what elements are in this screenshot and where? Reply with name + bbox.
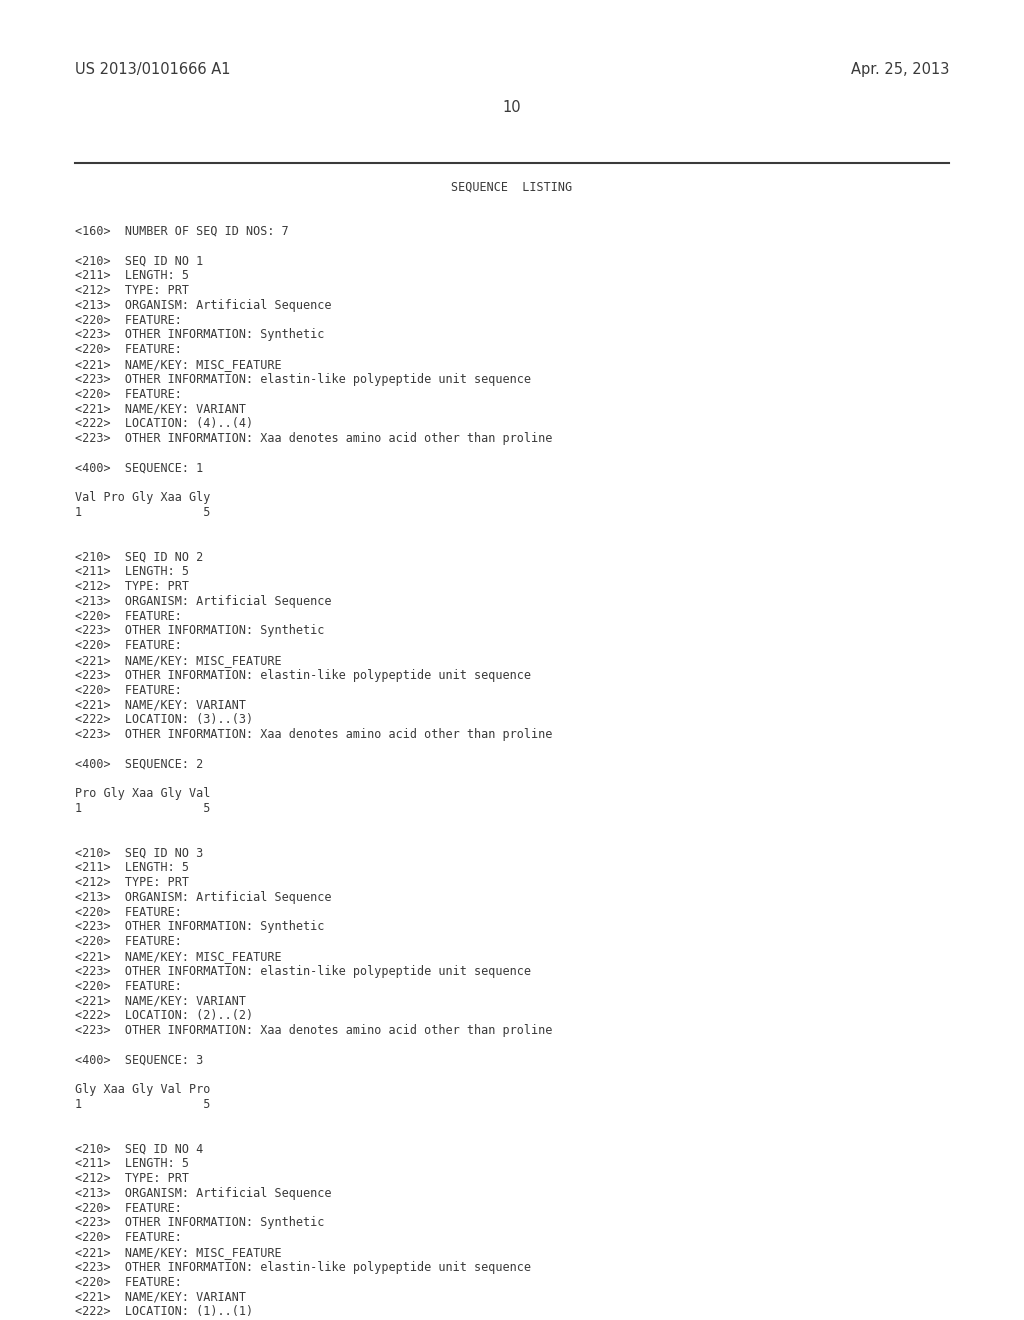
Text: <223>  OTHER INFORMATION: Xaa denotes amino acid other than proline: <223> OTHER INFORMATION: Xaa denotes ami… [75, 432, 552, 445]
Text: <220>  FEATURE:: <220> FEATURE: [75, 610, 182, 623]
Text: <400>  SEQUENCE: 2: <400> SEQUENCE: 2 [75, 758, 203, 771]
Text: <210>  SEQ ID NO 3: <210> SEQ ID NO 3 [75, 846, 203, 859]
Text: <223>  OTHER INFORMATION: elastin-like polypeptide unit sequence: <223> OTHER INFORMATION: elastin-like po… [75, 669, 531, 682]
Text: <211>  LENGTH: 5: <211> LENGTH: 5 [75, 861, 189, 874]
Text: <400>  SEQUENCE: 1: <400> SEQUENCE: 1 [75, 462, 203, 475]
Text: <221>  NAME/KEY: MISC_FEATURE: <221> NAME/KEY: MISC_FEATURE [75, 1246, 282, 1259]
Text: <210>  SEQ ID NO 2: <210> SEQ ID NO 2 [75, 550, 203, 564]
Text: <221>  NAME/KEY: VARIANT: <221> NAME/KEY: VARIANT [75, 994, 246, 1007]
Text: <220>  FEATURE:: <220> FEATURE: [75, 388, 182, 400]
Text: <222>  LOCATION: (3)..(3): <222> LOCATION: (3)..(3) [75, 713, 253, 726]
Text: <220>  FEATURE:: <220> FEATURE: [75, 1201, 182, 1214]
Text: <400>  SEQUENCE: 3: <400> SEQUENCE: 3 [75, 1053, 203, 1067]
Text: <223>  OTHER INFORMATION: Xaa denotes amino acid other than proline: <223> OTHER INFORMATION: Xaa denotes ami… [75, 1024, 552, 1038]
Text: <221>  NAME/KEY: MISC_FEATURE: <221> NAME/KEY: MISC_FEATURE [75, 358, 282, 371]
Text: <220>  FEATURE:: <220> FEATURE: [75, 979, 182, 993]
Text: <223>  OTHER INFORMATION: Synthetic: <223> OTHER INFORMATION: Synthetic [75, 624, 325, 638]
Text: <220>  FEATURE:: <220> FEATURE: [75, 1232, 182, 1245]
Text: <213>  ORGANISM: Artificial Sequence: <213> ORGANISM: Artificial Sequence [75, 1187, 332, 1200]
Text: 1                 5: 1 5 [75, 506, 210, 519]
Text: <213>  ORGANISM: Artificial Sequence: <213> ORGANISM: Artificial Sequence [75, 595, 332, 607]
Text: <220>  FEATURE:: <220> FEATURE: [75, 343, 182, 356]
Text: <212>  TYPE: PRT: <212> TYPE: PRT [75, 1172, 189, 1185]
Text: <212>  TYPE: PRT: <212> TYPE: PRT [75, 876, 189, 888]
Text: <220>  FEATURE:: <220> FEATURE: [75, 1275, 182, 1288]
Text: <222>  LOCATION: (4)..(4): <222> LOCATION: (4)..(4) [75, 417, 253, 430]
Text: <210>  SEQ ID NO 1: <210> SEQ ID NO 1 [75, 255, 203, 268]
Text: <220>  FEATURE:: <220> FEATURE: [75, 935, 182, 948]
Text: <220>  FEATURE:: <220> FEATURE: [75, 906, 182, 919]
Text: Apr. 25, 2013: Apr. 25, 2013 [851, 62, 949, 77]
Text: <221>  NAME/KEY: VARIANT: <221> NAME/KEY: VARIANT [75, 403, 246, 416]
Text: Val Pro Gly Xaa Gly: Val Pro Gly Xaa Gly [75, 491, 210, 504]
Text: 10: 10 [503, 100, 521, 115]
Text: <221>  NAME/KEY: MISC_FEATURE: <221> NAME/KEY: MISC_FEATURE [75, 653, 282, 667]
Text: <223>  OTHER INFORMATION: elastin-like polypeptide unit sequence: <223> OTHER INFORMATION: elastin-like po… [75, 965, 531, 978]
Text: <210>  SEQ ID NO 4: <210> SEQ ID NO 4 [75, 1142, 203, 1155]
Text: <212>  TYPE: PRT: <212> TYPE: PRT [75, 284, 189, 297]
Text: 1                 5: 1 5 [75, 803, 210, 814]
Text: <211>  LENGTH: 5: <211> LENGTH: 5 [75, 565, 189, 578]
Text: <211>  LENGTH: 5: <211> LENGTH: 5 [75, 1158, 189, 1171]
Text: <220>  FEATURE:: <220> FEATURE: [75, 684, 182, 697]
Text: <223>  OTHER INFORMATION: Synthetic: <223> OTHER INFORMATION: Synthetic [75, 1217, 325, 1229]
Text: <223>  OTHER INFORMATION: Xaa denotes amino acid other than proline: <223> OTHER INFORMATION: Xaa denotes ami… [75, 729, 552, 741]
Text: Pro Gly Xaa Gly Val: Pro Gly Xaa Gly Val [75, 787, 210, 800]
Text: US 2013/0101666 A1: US 2013/0101666 A1 [75, 62, 230, 77]
Text: <223>  OTHER INFORMATION: elastin-like polypeptide unit sequence: <223> OTHER INFORMATION: elastin-like po… [75, 372, 531, 385]
Text: <223>  OTHER INFORMATION: elastin-like polypeptide unit sequence: <223> OTHER INFORMATION: elastin-like po… [75, 1261, 531, 1274]
Text: <213>  ORGANISM: Artificial Sequence: <213> ORGANISM: Artificial Sequence [75, 891, 332, 904]
Text: <220>  FEATURE:: <220> FEATURE: [75, 639, 182, 652]
Text: Gly Xaa Gly Val Pro: Gly Xaa Gly Val Pro [75, 1084, 210, 1096]
Text: <222>  LOCATION: (2)..(2): <222> LOCATION: (2)..(2) [75, 1010, 253, 1022]
Text: <221>  NAME/KEY: VARIANT: <221> NAME/KEY: VARIANT [75, 698, 246, 711]
Text: <213>  ORGANISM: Artificial Sequence: <213> ORGANISM: Artificial Sequence [75, 298, 332, 312]
Text: <220>  FEATURE:: <220> FEATURE: [75, 314, 182, 326]
Text: SEQUENCE  LISTING: SEQUENCE LISTING [452, 181, 572, 194]
Text: <211>  LENGTH: 5: <211> LENGTH: 5 [75, 269, 189, 282]
Text: <160>  NUMBER OF SEQ ID NOS: 7: <160> NUMBER OF SEQ ID NOS: 7 [75, 224, 289, 238]
Text: 1                 5: 1 5 [75, 1098, 210, 1111]
Text: <223>  OTHER INFORMATION: Synthetic: <223> OTHER INFORMATION: Synthetic [75, 920, 325, 933]
Text: <212>  TYPE: PRT: <212> TYPE: PRT [75, 579, 189, 593]
Text: <223>  OTHER INFORMATION: Synthetic: <223> OTHER INFORMATION: Synthetic [75, 329, 325, 342]
Text: <222>  LOCATION: (1)..(1): <222> LOCATION: (1)..(1) [75, 1305, 253, 1319]
Text: <221>  NAME/KEY: MISC_FEATURE: <221> NAME/KEY: MISC_FEATURE [75, 950, 282, 964]
Text: <221>  NAME/KEY: VARIANT: <221> NAME/KEY: VARIANT [75, 1291, 246, 1303]
